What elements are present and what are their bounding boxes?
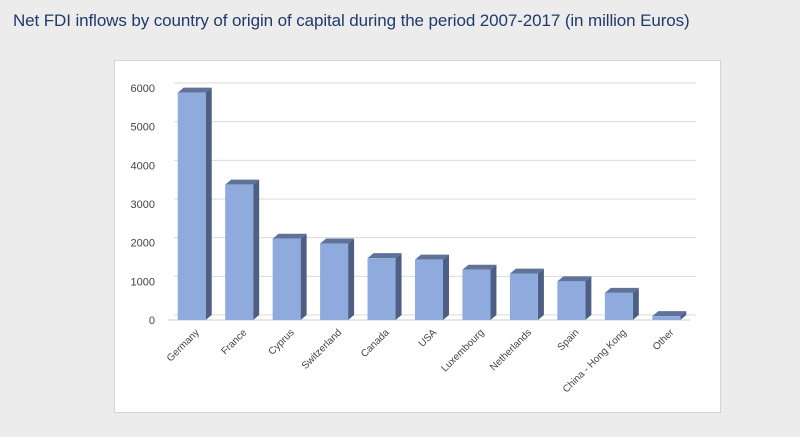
y-tick-label: 2000 bbox=[131, 238, 155, 250]
bar-top bbox=[320, 238, 355, 244]
bar-side bbox=[585, 276, 592, 320]
x-tick-label: Netherlands bbox=[488, 327, 534, 373]
bar-side bbox=[348, 238, 355, 320]
bar-side bbox=[300, 233, 307, 320]
x-tick-label: Spain bbox=[556, 327, 582, 353]
bar-front bbox=[652, 316, 681, 320]
bar-top bbox=[415, 254, 449, 260]
bar-side bbox=[680, 311, 687, 320]
page-title: Net FDI inflows by country of origin of … bbox=[13, 11, 690, 30]
bar-top bbox=[462, 264, 497, 270]
bar-spain bbox=[557, 276, 592, 320]
bar-front bbox=[509, 273, 538, 320]
bar-side bbox=[490, 264, 497, 320]
x-tick-label: USA bbox=[417, 327, 440, 350]
bar-side bbox=[632, 287, 639, 320]
bar-front bbox=[320, 243, 349, 320]
bar-front bbox=[225, 184, 254, 320]
bar-front bbox=[604, 292, 633, 320]
bar-front bbox=[557, 281, 586, 320]
bar-other bbox=[652, 311, 687, 320]
chart-panel bbox=[114, 60, 721, 413]
x-tick-label: Luxembourg bbox=[439, 327, 486, 374]
bar-top bbox=[367, 253, 402, 259]
y-tick-label: 3000 bbox=[131, 199, 155, 211]
x-tick-label: Switzerland bbox=[300, 327, 344, 371]
bar-side bbox=[395, 253, 402, 320]
x-tick-label: Cyprus bbox=[267, 327, 297, 357]
bar-top bbox=[225, 179, 260, 185]
x-tick-label: Canada bbox=[359, 327, 392, 360]
x-tick-label: France bbox=[220, 327, 250, 357]
bar-top bbox=[177, 87, 212, 93]
bars bbox=[177, 87, 687, 320]
bar-netherlands bbox=[509, 268, 544, 320]
y-tick-label: 0 bbox=[149, 315, 155, 327]
bar-side bbox=[443, 254, 449, 320]
bar-germany bbox=[177, 87, 212, 320]
bar-top bbox=[604, 287, 639, 293]
x-tick-label: Other bbox=[651, 327, 677, 353]
bar-france bbox=[225, 179, 260, 320]
bar-front bbox=[367, 258, 396, 320]
y-axis-ticks: 0 1000 2000 3000 4000 5000 6000 bbox=[131, 83, 155, 327]
bar-front bbox=[462, 269, 491, 320]
bar-luxembourg bbox=[462, 264, 497, 320]
x-axis-labels: Germany France Cyprus Switzerland Canada USA L… bbox=[165, 327, 677, 395]
bar-front bbox=[415, 259, 443, 320]
bar-canada bbox=[367, 253, 402, 320]
bar-front bbox=[177, 92, 206, 320]
bar-cyprus bbox=[272, 233, 307, 320]
y-tick-label: 5000 bbox=[131, 122, 155, 134]
y-tick-label: 4000 bbox=[131, 160, 155, 172]
bar-china-hong-kong bbox=[604, 287, 639, 320]
bar-top bbox=[557, 276, 592, 282]
y-tick-label: 6000 bbox=[131, 83, 155, 95]
bar-side bbox=[537, 268, 544, 320]
bar-switzerland bbox=[320, 238, 355, 320]
y-tick-label: 1000 bbox=[131, 276, 155, 288]
bar-side bbox=[253, 179, 260, 320]
x-tick-label: Germany bbox=[165, 327, 202, 364]
bar-top bbox=[509, 268, 544, 274]
bar-side bbox=[205, 87, 212, 320]
bar-top bbox=[652, 311, 687, 317]
bar-usa bbox=[415, 254, 449, 320]
bar-top bbox=[272, 233, 307, 239]
bar-front bbox=[272, 238, 301, 320]
